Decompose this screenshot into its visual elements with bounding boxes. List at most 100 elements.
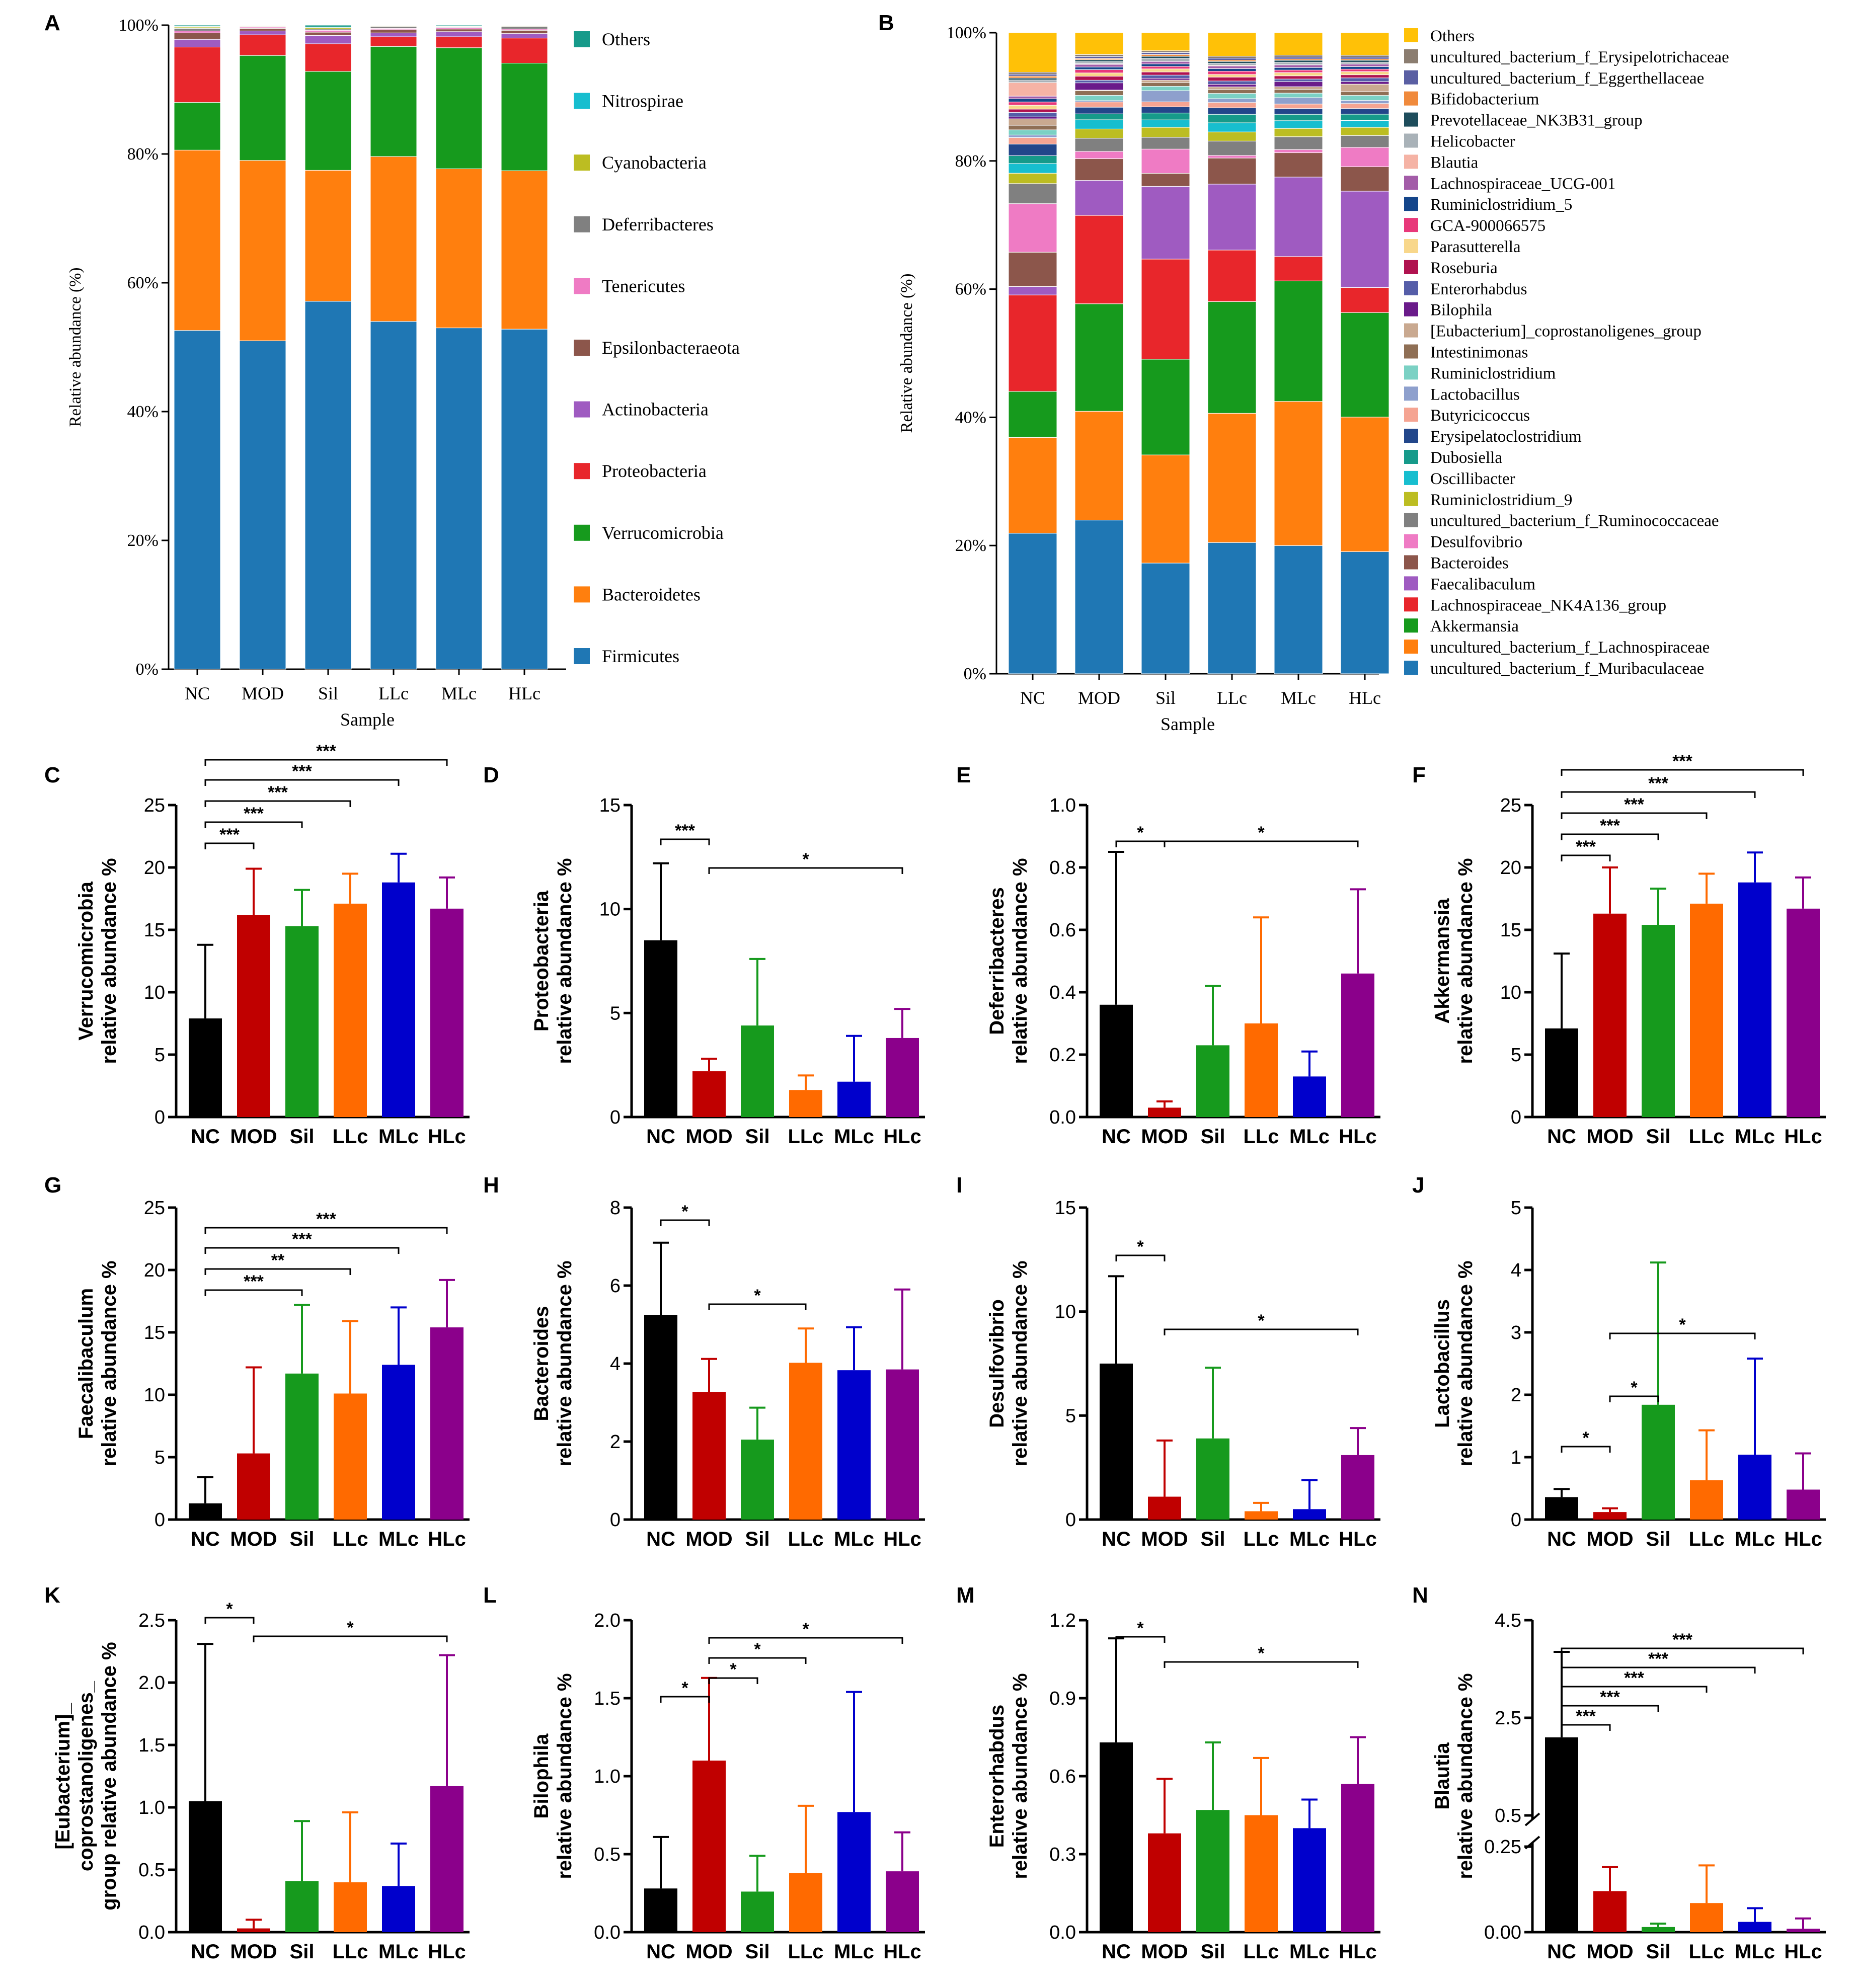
x-tick-label: Sil	[1646, 1941, 1671, 1963]
x-tick-label: Sil	[745, 1941, 770, 1963]
legend-item: Akkermansia	[1430, 617, 1519, 635]
y-tick-label: 0.0	[1049, 1107, 1076, 1128]
bar-segment	[1141, 71, 1190, 75]
x-tick-label: LLc	[1243, 1941, 1279, 1963]
significance-bracket	[708, 1303, 807, 1310]
bar-MOD	[1593, 1891, 1627, 1932]
bar-segment	[1274, 280, 1323, 402]
legend-swatch	[1404, 176, 1418, 190]
y-tick-label: 20	[1500, 857, 1521, 879]
bar-segment	[1008, 105, 1057, 110]
bar-segment	[1008, 125, 1057, 130]
significance-bracket	[1561, 812, 1708, 819]
legend-swatch	[1404, 154, 1418, 169]
y-tick-label: 5	[1511, 1045, 1521, 1066]
legend-swatch	[1404, 429, 1418, 443]
y-tick-label: 15	[144, 1322, 165, 1343]
y-tick-label: 100%	[119, 16, 159, 35]
legend-item: uncultured_bacterium_f_Eggerthellaceae	[1430, 69, 1704, 88]
y-tick-label: 0	[610, 1509, 621, 1531]
bar-segment	[1074, 61, 1124, 64]
legend-item: uncultured_bacterium_f_Ruminococcaceae	[1430, 512, 1719, 530]
y-tick-label: 6	[610, 1276, 621, 1297]
x-tick-label: MOD	[230, 1126, 277, 1148]
bar-segment	[1274, 401, 1323, 546]
y-axis-title: Deferribacteres	[986, 887, 1008, 1035]
bar-segment	[1074, 32, 1124, 55]
y-tick-label: 20%	[955, 536, 986, 555]
x-tick-label: NC	[1102, 1126, 1131, 1148]
bar-LLc	[1245, 1815, 1278, 1932]
x-tick-label: MOD	[1586, 1126, 1633, 1148]
y-tick-label: 15	[1500, 920, 1521, 941]
bar-segment	[1274, 545, 1323, 674]
bar-segment	[239, 34, 286, 56]
y-tick-label: 0	[155, 1509, 165, 1531]
legend-swatch	[1404, 386, 1418, 401]
bar-segment	[1074, 303, 1124, 412]
legend-item: Lachnospiraceae_UCG-001	[1430, 175, 1615, 193]
panel-label-F: F	[1412, 763, 1426, 787]
bar-MOD	[1148, 1107, 1181, 1117]
x-tick-label: MLc	[834, 1126, 874, 1148]
bar-segment	[370, 25, 417, 26]
y-tick-label: 0	[1065, 1509, 1076, 1531]
legend-item: Prevotellaceae_NK3B31_group	[1430, 112, 1643, 130]
x-tick-label: Sil	[290, 1528, 315, 1550]
significance-bracket	[1561, 833, 1659, 840]
bar-LLc	[1245, 1023, 1278, 1117]
bar-LLc	[789, 1363, 822, 1520]
bar-segment	[1141, 173, 1190, 187]
y-tick-label: 0.25	[1484, 1837, 1521, 1858]
bar-NC	[189, 1018, 222, 1117]
y-tick-label: 5	[1511, 1198, 1521, 1219]
significance-label: ***	[292, 762, 312, 781]
bar-segment	[1074, 138, 1124, 152]
bar-NC	[1100, 1004, 1133, 1117]
bar-segment	[1008, 32, 1057, 72]
legend-item: Blautia	[1430, 153, 1479, 172]
significance-label: ***	[316, 742, 336, 761]
bar-segment	[1141, 127, 1190, 138]
significance-bracket	[1561, 1666, 1756, 1674]
significance-label: *	[754, 1286, 761, 1305]
y-axis-title: relative abundance %	[98, 1260, 120, 1466]
bar-segment	[1207, 140, 1257, 156]
bar-segment	[174, 149, 221, 331]
bar-segment	[501, 33, 548, 39]
bar-segment	[1008, 134, 1057, 138]
significance-bracket	[1115, 1254, 1166, 1261]
significance-label: ***	[292, 1230, 312, 1249]
bar-segment	[1074, 79, 1124, 84]
legend-swatch	[1404, 49, 1418, 63]
bar-segment	[1340, 55, 1389, 58]
significance-bracket	[204, 759, 448, 766]
significance-I: **	[1115, 1237, 1359, 1335]
legend-item: Roseburia	[1430, 259, 1498, 277]
bar-segment	[1141, 50, 1190, 53]
bar-segment	[435, 168, 483, 329]
bar-MLc	[1293, 1076, 1326, 1117]
bar-segment	[1340, 63, 1389, 67]
y-tick-label: 60%	[127, 274, 159, 292]
bar-segment	[1074, 66, 1124, 70]
bar-segment	[1141, 90, 1190, 102]
y-axis-title: relative abundance %	[554, 1260, 576, 1466]
bar-segment	[1074, 64, 1124, 67]
legend-swatch	[1404, 470, 1418, 485]
significance-label: ***	[1576, 1707, 1596, 1726]
bar-segment	[370, 156, 417, 322]
x-tick-label: MOD	[1141, 1126, 1188, 1148]
y-tick-label: 3	[1511, 1322, 1521, 1343]
bar-segment	[370, 29, 417, 33]
x-tick-label: HLc	[1784, 1528, 1822, 1550]
bar-segment	[1207, 122, 1257, 132]
x-tick-label: NC	[1547, 1941, 1576, 1963]
bar-segment	[1008, 73, 1057, 76]
x-tick-label: Sil	[1646, 1528, 1671, 1550]
bar-segment	[239, 160, 286, 341]
significance-label: *	[1258, 1644, 1265, 1663]
y-tick-label: 0	[155, 1107, 165, 1128]
bar-segment	[1207, 413, 1257, 543]
x-tick-label: MLc	[834, 1941, 874, 1963]
